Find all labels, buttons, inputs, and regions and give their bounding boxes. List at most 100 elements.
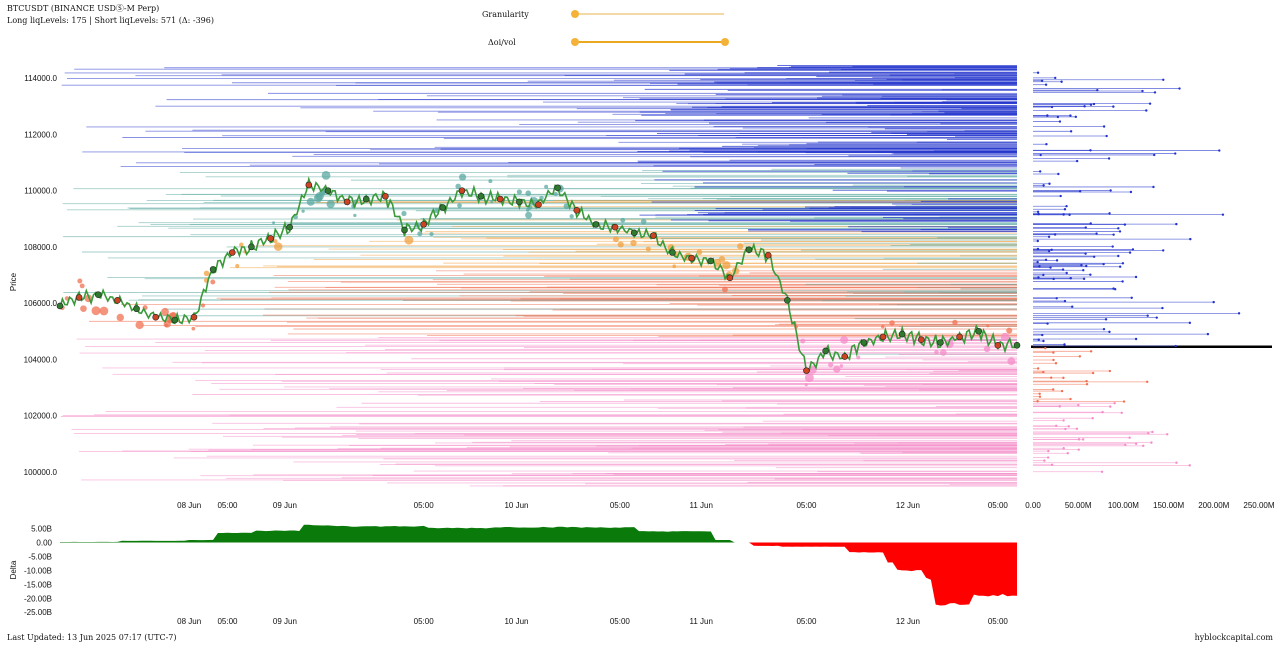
volume-bar-tip <box>1052 351 1055 354</box>
liq-bubble <box>490 200 494 204</box>
liq-bubble <box>722 286 728 293</box>
price-tick-label: 102000.0 <box>24 412 58 421</box>
volume-bar-tip <box>1042 339 1045 343</box>
liq-bubble <box>718 256 726 263</box>
liq-bubble <box>1000 332 1010 342</box>
delta-time-tick-label: 12 Jun <box>896 617 920 626</box>
volume-bar-tip <box>1145 109 1148 112</box>
volume-tick-label: 200.00M <box>1198 501 1229 510</box>
oivol-handle-min[interactable] <box>571 38 579 46</box>
volume-bar-tip <box>1153 91 1157 94</box>
liq-bubble <box>833 365 841 373</box>
volume-bar-tip <box>1112 233 1115 236</box>
volume-bar-tip <box>1038 265 1041 268</box>
volume-bar-tip <box>1038 392 1041 396</box>
volume-bar-tip <box>1075 159 1079 163</box>
liq-bubble <box>326 199 335 209</box>
volume-bar-tip <box>1064 427 1067 431</box>
liq-bubble <box>983 345 991 353</box>
volume-bar-tip <box>1128 436 1131 439</box>
liq-bubble <box>321 170 331 180</box>
price-point <box>803 367 810 374</box>
volume-bar-tip <box>1069 114 1072 117</box>
volume-bar-tip <box>1150 441 1153 444</box>
price-point <box>516 198 523 206</box>
volume-bar-tip <box>1237 312 1241 315</box>
price-point <box>228 249 236 256</box>
price-point <box>535 201 542 208</box>
time-tick-label: 05:00 <box>217 501 238 510</box>
price-point <box>209 266 217 273</box>
volume-bar-tip <box>1063 343 1066 346</box>
volume-bar-tip <box>1066 452 1069 455</box>
volume-bar-tip <box>1102 262 1105 266</box>
price-tick-label: 114000.0 <box>24 74 57 83</box>
liq-bubble <box>544 184 549 189</box>
delta-axis-label: Delta <box>9 560 18 579</box>
liq-bubble <box>840 336 849 344</box>
price-point <box>841 353 849 360</box>
volume-bar-tip <box>1069 277 1072 280</box>
volume-bar-tip <box>1050 376 1053 379</box>
price-point <box>898 330 906 338</box>
chart-title: BTCUSDT (BINANCE USDⓈ-M Perp) <box>7 4 160 13</box>
volume-bar-tip <box>1043 459 1046 462</box>
time-tick-label: 12 Jun <box>896 501 920 510</box>
volume-bar-tip <box>1036 247 1040 251</box>
liq-bubble <box>645 246 651 252</box>
volume-tick-label: 250.00M <box>1243 501 1274 510</box>
price-point <box>879 333 887 341</box>
time-tick-label: 10 Jun <box>504 501 528 510</box>
price-point <box>630 229 638 237</box>
price-point <box>956 333 963 341</box>
volume-bar-tip <box>1107 157 1111 160</box>
liq-bubble <box>116 313 124 322</box>
price-point <box>707 257 715 265</box>
volume-bar-tip <box>1052 358 1055 362</box>
volume-bar-tip <box>1118 230 1122 233</box>
volume-bar-tip <box>1077 438 1081 441</box>
price-point <box>496 195 504 203</box>
volume-bar-tip <box>1109 405 1112 408</box>
liq-bubble <box>210 279 216 285</box>
volume-bar-tip <box>1036 367 1040 370</box>
oivol-handle-max[interactable] <box>721 38 729 46</box>
liq-bubble <box>239 242 244 248</box>
delta-tick-label: -10.00B <box>24 566 52 575</box>
liq-bubbles-layer <box>59 170 1016 387</box>
volume-bar-tip <box>1218 149 1221 152</box>
price-point <box>133 305 140 313</box>
last-updated: Last Updated: 13 Jun 2025 07:17 (UTC-7) <box>7 633 177 642</box>
liq-bubble <box>458 173 467 181</box>
volume-bar-tip <box>1096 88 1099 92</box>
volume-bar-tip <box>1044 346 1047 350</box>
delta-time-tick-label: 05:00 <box>796 617 817 626</box>
volume-bar-tip <box>1077 403 1080 407</box>
liq-bubble <box>417 231 423 237</box>
price-point <box>650 232 657 239</box>
time-tick-label: 05:00 <box>610 501 631 510</box>
volume-bar-tip <box>1130 296 1133 300</box>
volume-bar-tip <box>1142 444 1145 448</box>
volume-bar-tip <box>1047 235 1051 238</box>
price-point <box>420 221 427 228</box>
price-point <box>822 347 829 355</box>
volume-bar-tip <box>1040 79 1044 82</box>
liq-bubble <box>99 306 109 316</box>
brand-link[interactable]: hyblockcapital.com <box>1194 633 1273 642</box>
price-point <box>75 294 83 301</box>
delta-positive-area <box>60 524 1017 543</box>
delta-time-tick-label: 09 Jun <box>273 617 297 626</box>
volume-bar-tip <box>1121 280 1124 283</box>
granularity-handle[interactable] <box>571 10 579 18</box>
volume-bar-tip <box>1134 337 1138 341</box>
volume-bar-tip <box>1148 102 1152 105</box>
price-point <box>1013 342 1021 349</box>
liq-bubble <box>934 349 939 355</box>
volume-bar-tip <box>1054 76 1057 80</box>
volume-bar-tip <box>1113 401 1116 405</box>
price-point <box>917 336 925 343</box>
volume-bar-tip <box>1067 425 1070 428</box>
volume-bar-tip <box>1071 305 1074 308</box>
delta-axes: 5.00B 0.00 -5.00B -10.00B -15.00B -20.00B -25.… <box>9 525 1008 626</box>
